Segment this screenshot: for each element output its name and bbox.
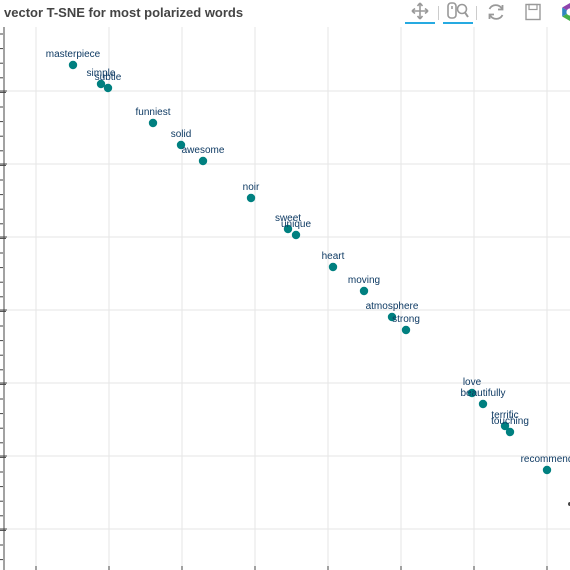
bokeh-logo-icon (562, 3, 570, 21)
scatter-point (103, 83, 113, 93)
scatter-point (328, 262, 338, 272)
reset-icon (488, 4, 504, 20)
scatter-point (505, 427, 515, 437)
scatter-point (176, 140, 186, 150)
save-tool[interactable] (518, 0, 548, 24)
point-label: recommend (521, 454, 570, 465)
wheel-zoom-tool[interactable] (443, 0, 473, 24)
point-label: heart (322, 251, 345, 262)
pan-icon (411, 2, 429, 20)
point-label: subtle (95, 72, 122, 83)
scatter-point (291, 230, 301, 240)
chart-toolbar (405, 0, 570, 26)
scatter-point (198, 156, 208, 166)
scatter-point (283, 224, 293, 234)
wheel-zoom-icon (447, 2, 469, 19)
data-points (68, 60, 570, 506)
toolbar-separator (476, 6, 477, 20)
scatter-point (246, 193, 256, 203)
save-icon (525, 3, 541, 21)
scatter-point (467, 388, 477, 398)
scatter-point (359, 286, 369, 296)
scatter-point (387, 312, 397, 322)
point-label: masterpiece (46, 49, 101, 60)
plot-axes (0, 27, 548, 570)
scatter-point (68, 60, 78, 70)
point-label: strong (392, 314, 420, 325)
toolbar-separator (438, 6, 439, 20)
scatter-point (478, 399, 488, 409)
scatter-point (148, 118, 158, 128)
scatter-point (542, 465, 552, 475)
point-label: touching (491, 416, 529, 427)
point-label: funniest (135, 107, 170, 118)
reset-tool[interactable] (481, 0, 511, 24)
scatter-point (96, 79, 106, 89)
point-label: moving (348, 275, 380, 286)
point-label: terrific (491, 410, 518, 421)
point-label: unique (281, 219, 311, 230)
point-label: noir (243, 182, 260, 193)
pan-tool[interactable] (405, 0, 435, 24)
bokeh-logo[interactable] (555, 0, 570, 24)
scatter-point (500, 421, 510, 431)
point-label: simple (87, 68, 116, 79)
grid-lines (4, 27, 570, 570)
scatter-point (401, 325, 411, 335)
point-label: beautifully (460, 388, 505, 399)
point-label: solid (171, 129, 192, 140)
point-label: atmosphere (366, 301, 419, 312)
point-label: love (463, 377, 482, 388)
chart-title: vector T-SNE for most polarized words (4, 5, 244, 20)
point-label: sweet (275, 213, 301, 224)
point-label: awesome (182, 145, 225, 156)
